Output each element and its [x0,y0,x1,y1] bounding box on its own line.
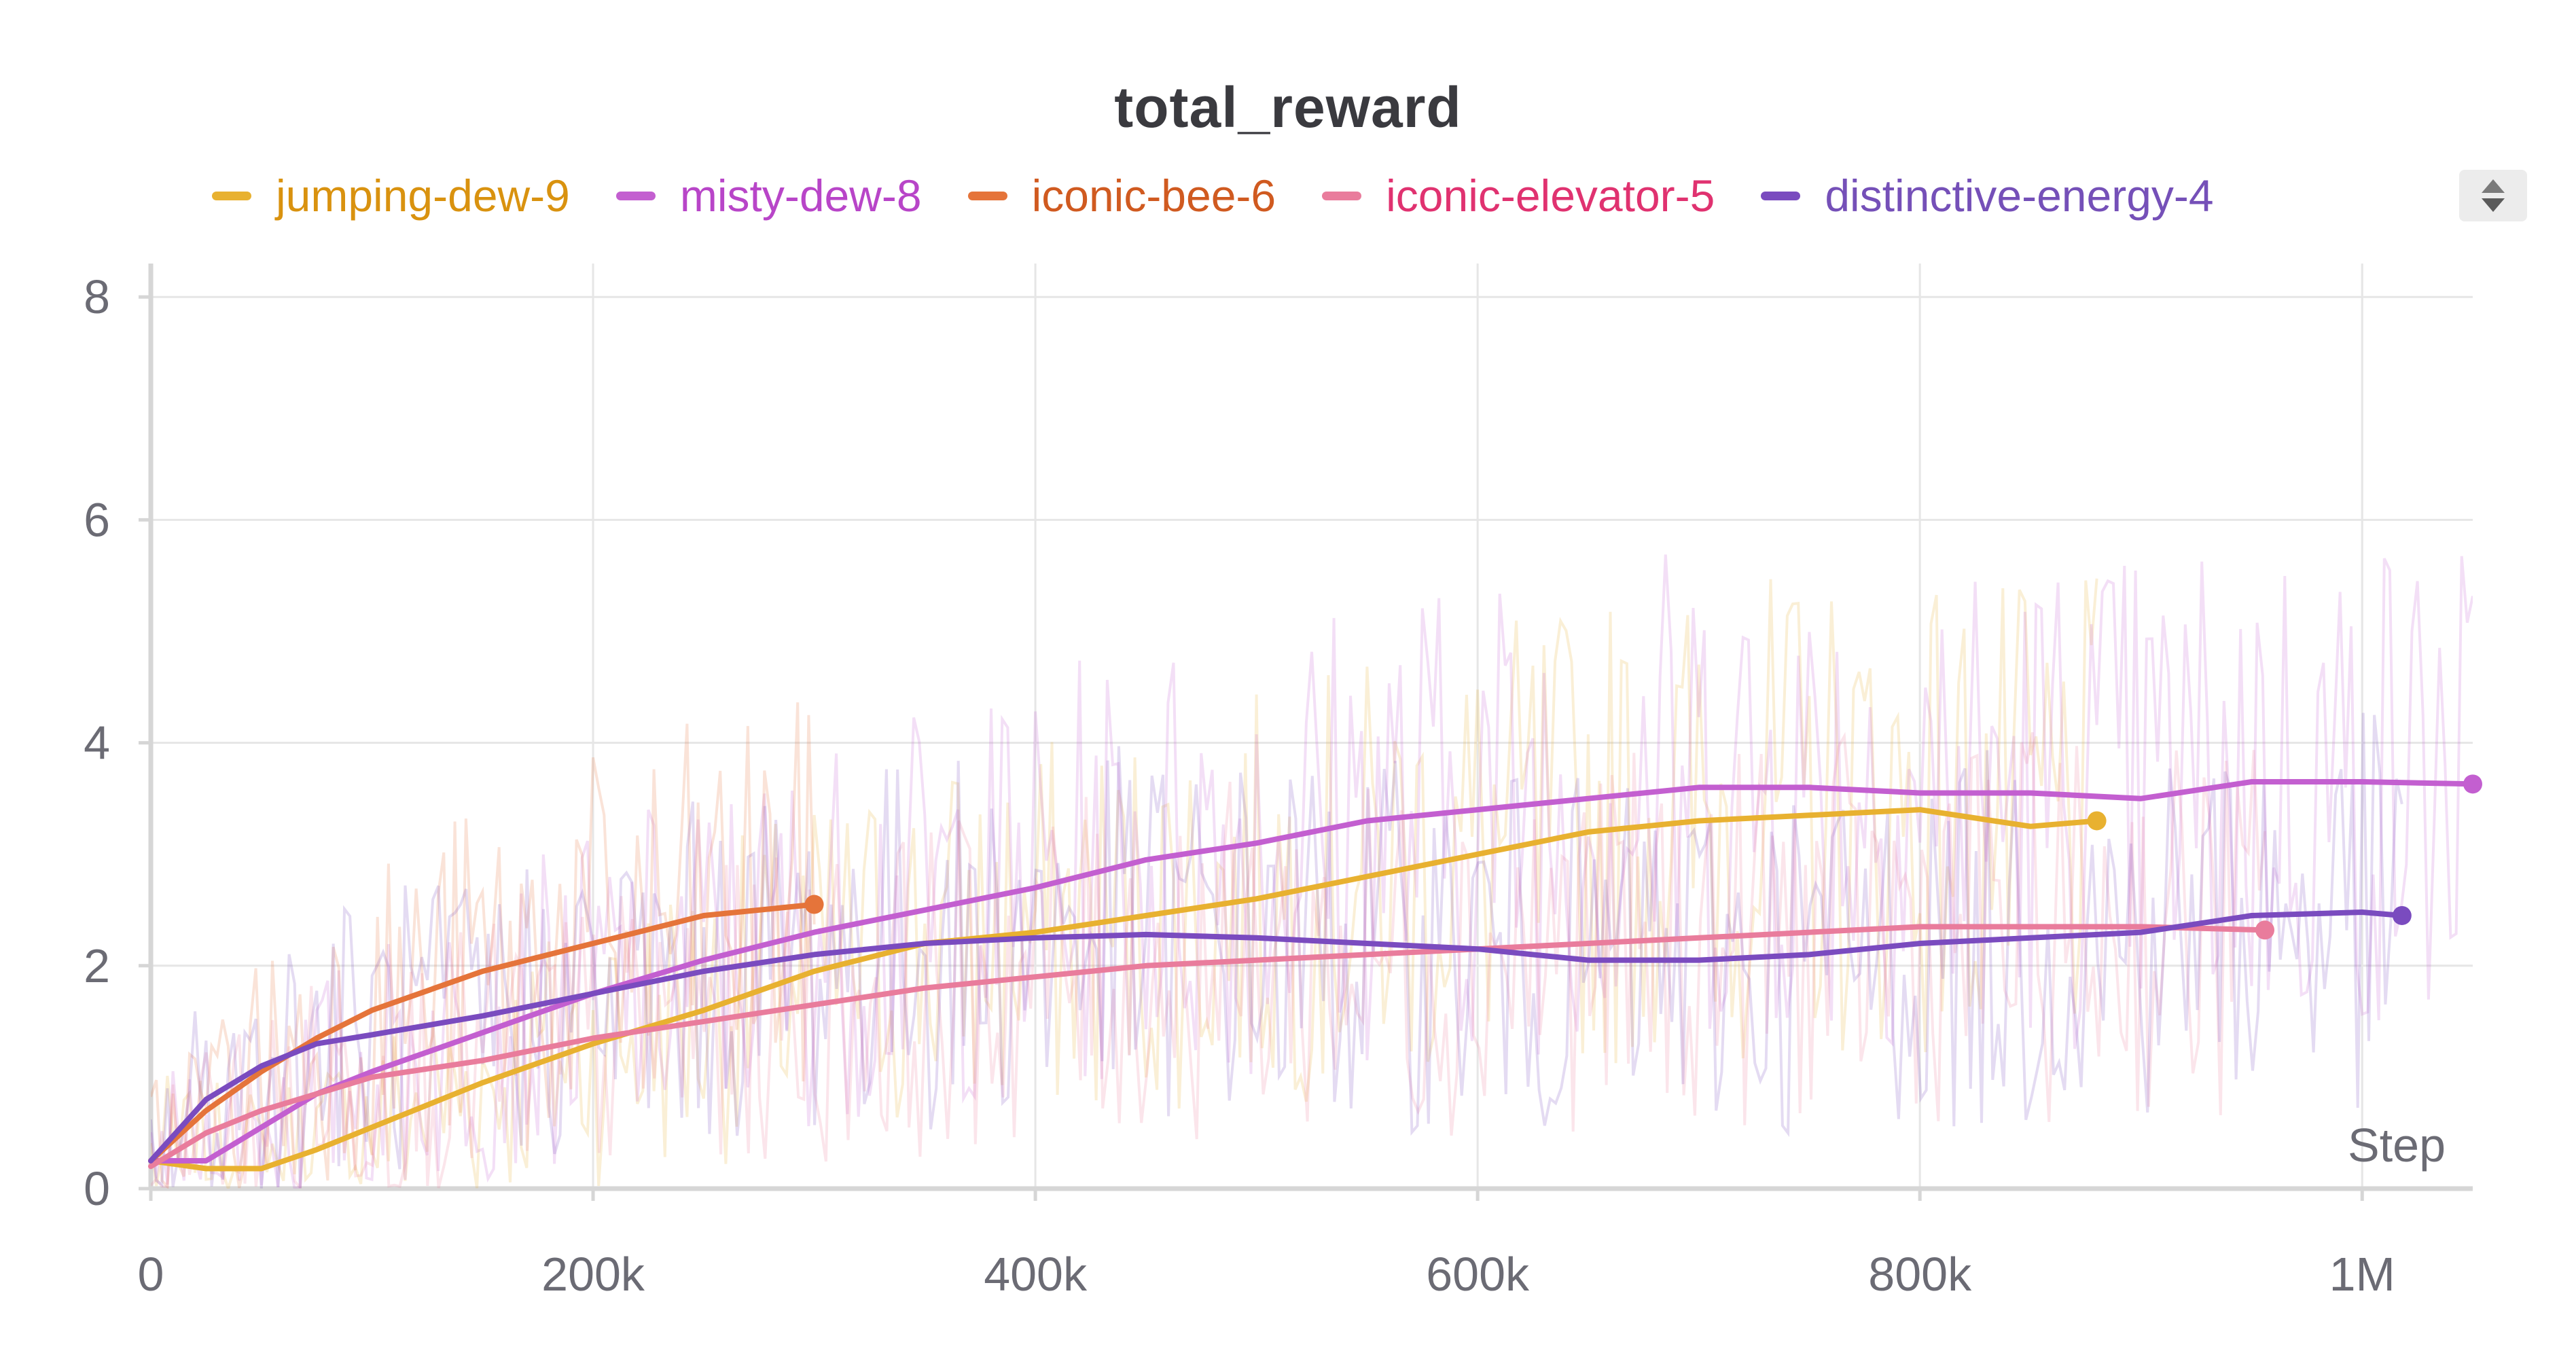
chart-legend: jumping-dew-9 misty-dew-8 iconic-bee-6 icon… [212,168,2260,223]
series-line-jumping-dew-9 [148,807,2100,1172]
legend-item-jumping-dew-9[interactable]: jumping-dew-9 [212,170,570,221]
arrow-down-icon [2482,198,2505,212]
series-line-distinctive-energy-4 [148,909,2405,1163]
legend-item-iconic-elevator-5[interactable]: iconic-elevator-5 [1322,170,1715,221]
series-endpoint-jumping-dew-9 [2087,811,2107,831]
series-line-misty-dew-8 [148,779,2475,1163]
series-line-iconic-elevator-5 [148,924,2268,1170]
legend-swatch [212,191,251,200]
x-tick-label: 800k [1868,1248,1972,1301]
x-tick-label: 0 [138,1248,164,1301]
y-tick-label: 6 [84,493,110,546]
y-tick-label: 4 [84,717,110,770]
series-endpoint-misty-dew-8 [2463,774,2482,794]
series-endpoint-iconic-elevator-5 [2255,920,2275,940]
y-tick-label: 0 [84,1162,110,1215]
raw-trace-jumping-dew-9 [151,578,2098,1189]
series-line-iconic-bee-6 [148,901,817,1163]
y-tick-label: 2 [84,939,110,992]
legend-item-distinctive-energy-4[interactable]: distinctive-energy-4 [1761,170,2214,221]
x-tick-label: 200k [541,1248,645,1301]
y-tick-label: 8 [84,270,110,323]
raw-trace-distinctive-energy-4 [151,712,2403,1189]
series-endpoint-iconic-bee-6 [804,895,824,914]
x-tick-label: 1M [2329,1248,2395,1301]
legend-scroll-button[interactable] [2459,170,2527,221]
legend-item-misty-dew-8[interactable]: misty-dew-8 [615,170,922,221]
legend-swatch [615,191,656,200]
chart-title: total_reward [1114,75,1462,139]
x-tick-label: 400k [984,1248,1088,1301]
legend-swatch [1322,191,1362,200]
x-tick-label: 600k [1426,1248,1530,1301]
raw-trace-iconic-bee-6 [151,702,816,1189]
legend-label: iconic-elevator-5 [1386,170,1715,221]
raw-trace-misty-dew-8 [151,554,2473,1189]
series-endpoint-distinctive-energy-4 [2392,905,2412,925]
legend-item-iconic-bee-6[interactable]: iconic-bee-6 [967,170,1276,221]
legend-label: misty-dew-8 [679,170,922,221]
legend-swatch [967,191,1007,200]
x-axis-title: Step [2348,1119,2446,1172]
legend-label: jumping-dew-9 [276,170,570,221]
legend-label: iconic-bee-6 [1031,170,1276,221]
legend-swatch [1761,191,1801,200]
legend-label: distinctive-energy-4 [1825,170,2214,221]
arrow-up-icon [2482,179,2505,193]
